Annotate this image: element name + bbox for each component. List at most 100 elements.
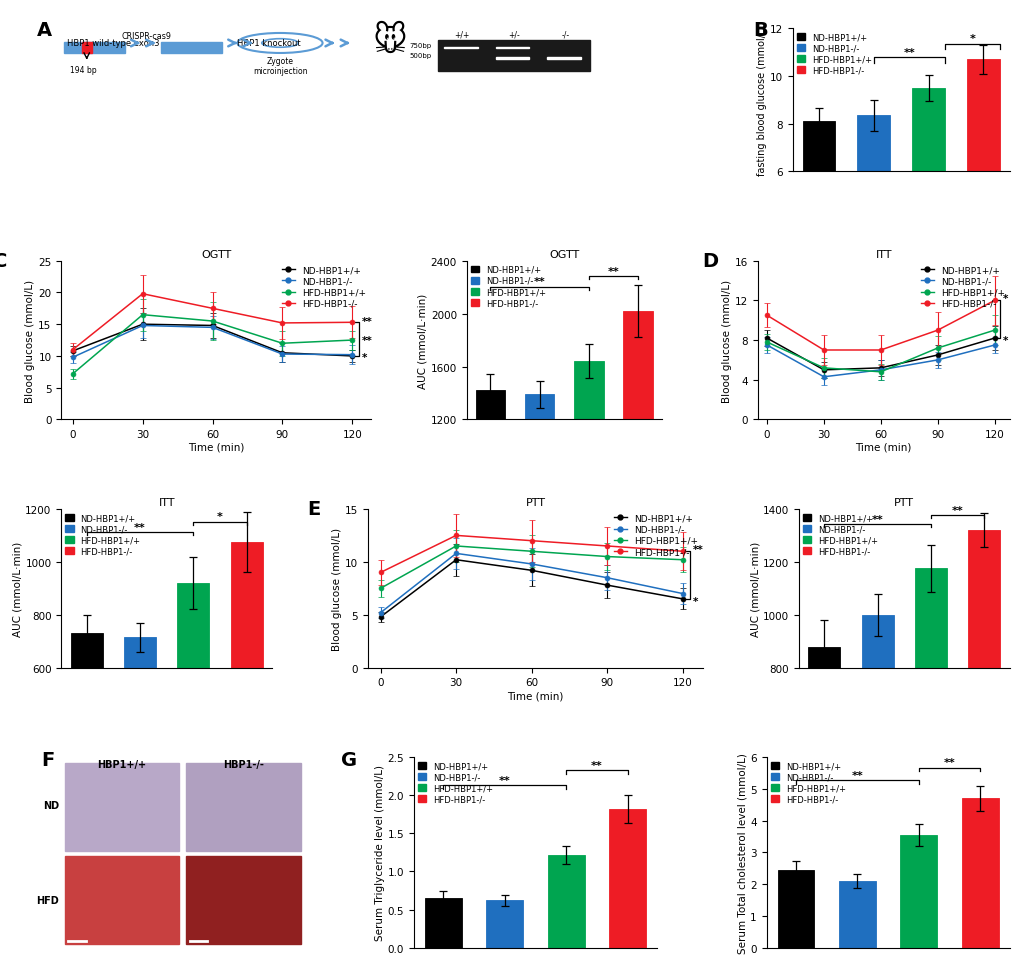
Text: **: ** [135, 523, 146, 532]
Text: *: * [969, 34, 974, 44]
Text: *: * [692, 596, 698, 607]
Text: 🐭: 🐭 [372, 24, 407, 58]
Text: 500bp: 500bp [410, 53, 431, 59]
Bar [961, 798, 998, 948]
Title: OGTT: OGTT [548, 249, 579, 259]
Legend: ND-HBP1+/+, ND-HBP1-/-, HFD-HBP1+/+, HFD-HBP1-/-: ND-HBP1+/+, ND-HBP1-/-, HFD-HBP1+/+, HFD… [418, 761, 492, 804]
Text: *: * [1002, 294, 1008, 304]
Legend: ND-HBP1+/+, ND-HBP1-/-, HFD-HBP1+/+, HFD-HBP1-/-: ND-HBP1+/+, ND-HBP1-/-, HFD-HBP1+/+, HFD… [471, 266, 545, 308]
Text: **: ** [871, 515, 882, 525]
Text: **: ** [590, 760, 602, 770]
Text: G: G [340, 749, 357, 769]
Text: **: ** [498, 775, 511, 786]
Bar [124, 638, 156, 827]
Text: E: E [308, 500, 321, 519]
X-axis label: Time (min): Time (min) [506, 691, 564, 701]
Bar [83, 43, 92, 48]
X-axis label: Time (min): Time (min) [187, 443, 244, 452]
Text: HFD: HFD [36, 895, 59, 905]
Text: *: * [361, 353, 367, 362]
Bar [547, 58, 580, 60]
Text: CRISPR-cas9: CRISPR-cas9 [121, 32, 171, 41]
Text: C: C [0, 252, 7, 271]
Bar [608, 809, 645, 948]
Y-axis label: AUC (mmol/L·min): AUC (mmol/L·min) [749, 541, 759, 636]
Bar [486, 901, 523, 948]
Title: PTT: PTT [894, 497, 913, 507]
Text: HBP1-/-: HBP1-/- [223, 759, 264, 769]
Bar [161, 43, 222, 48]
Bar [623, 312, 652, 578]
Text: D: D [701, 252, 717, 271]
Bar [65, 763, 179, 851]
Bar [967, 531, 1000, 879]
Bar [966, 61, 999, 315]
Text: **: ** [361, 336, 372, 346]
Y-axis label: fasting blood glucose (mmol/L): fasting blood glucose (mmol/L) [756, 25, 766, 176]
Bar [495, 58, 529, 60]
Y-axis label: AUC (mmol/L·min): AUC (mmol/L·min) [418, 293, 428, 388]
Y-axis label: AUC (mmol/L·min): AUC (mmol/L·min) [12, 541, 22, 636]
Bar [914, 569, 946, 879]
Bar [839, 881, 875, 948]
Bar [83, 49, 92, 54]
Text: F: F [42, 749, 55, 769]
Text: -/-: -/- [561, 31, 570, 40]
Bar [802, 122, 835, 315]
Bar [524, 395, 553, 578]
Text: **: ** [692, 544, 703, 555]
Bar [177, 583, 209, 827]
Bar [64, 49, 125, 54]
Text: Zygote
microinjection: Zygote microinjection [253, 57, 307, 76]
Legend: ND-HBP1+/+, ND-HBP1-/-, HFD-HBP1+/+, HFD-HBP1-/-: ND-HBP1+/+, ND-HBP1-/-, HFD-HBP1+/+, HFD… [770, 761, 845, 804]
Legend: ND-HBP1+/+, ND-HBP1-/-, HFD-HBP1+/+, HFD-HBP1-/-: ND-HBP1+/+, ND-HBP1-/-, HFD-HBP1+/+, HFD… [919, 266, 1005, 309]
Text: **: ** [607, 267, 619, 276]
Bar [776, 870, 814, 948]
Bar [495, 48, 529, 49]
Legend: ND-HBP1+/+, ND-HBP1-/-, HFD-HBP1+/+, HFD-HBP1-/-: ND-HBP1+/+, ND-HBP1-/-, HFD-HBP1+/+, HFD… [802, 514, 877, 556]
Y-axis label: Serum Triglyceride level (mmol/L): Serum Triglyceride level (mmol/L) [374, 765, 384, 941]
Bar [437, 41, 589, 72]
Text: 750bp: 750bp [410, 43, 431, 49]
Y-axis label: Serum Total cholesterol level (mmol/L): Serum Total cholesterol level (mmol/L) [737, 752, 747, 953]
Text: B: B [753, 21, 767, 40]
Text: **: ** [951, 505, 963, 515]
Text: **: ** [361, 317, 372, 326]
Y-axis label: Blood glucose (mmol/L): Blood glucose (mmol/L) [332, 528, 342, 651]
Text: **: ** [943, 757, 955, 768]
Bar [70, 634, 103, 827]
Text: +/-: +/- [507, 31, 520, 40]
Title: ITT: ITT [158, 497, 174, 507]
Legend: ND-HBP1+/+, ND-HBP1-/-, HFD-HBP1+/+, HFD-HBP1-/-: ND-HBP1+/+, ND-HBP1-/-, HFD-HBP1+/+, HFD… [796, 33, 871, 75]
Bar [230, 542, 262, 827]
Text: 194 bp: 194 bp [70, 66, 97, 75]
Title: OGTT: OGTT [201, 249, 231, 259]
X-axis label: Time (min): Time (min) [855, 443, 911, 452]
Text: *: * [1002, 336, 1008, 346]
Text: ND: ND [43, 800, 59, 810]
Bar [65, 857, 179, 944]
Bar [861, 616, 893, 879]
Bar [574, 361, 603, 578]
Text: HBP1 knockout: HBP1 knockout [237, 39, 301, 48]
Legend: ND-HBP1+/+, ND-HBP1-/-, HFD-HBP1+/+, HFD-HBP1-/-: ND-HBP1+/+, ND-HBP1-/-, HFD-HBP1+/+, HFD… [613, 514, 698, 557]
Text: +/+: +/+ [454, 31, 470, 40]
Text: HBP1 wild-type exon3: HBP1 wild-type exon3 [67, 39, 160, 48]
Bar [425, 898, 462, 948]
Text: **: ** [903, 48, 914, 58]
Legend: ND-HBP1+/+, ND-HBP1-/-, HFD-HBP1+/+, HFD-HBP1-/-: ND-HBP1+/+, ND-HBP1-/-, HFD-HBP1+/+, HFD… [281, 266, 366, 309]
Text: A: A [37, 21, 52, 40]
Title: ITT: ITT [874, 249, 891, 259]
Bar [161, 49, 222, 54]
Bar [186, 857, 301, 944]
Text: HBP1+/+: HBP1+/+ [98, 759, 147, 769]
Y-axis label: Blood glucose (mmol/L): Blood glucose (mmol/L) [721, 279, 731, 403]
Bar [475, 391, 504, 578]
Bar [911, 89, 945, 315]
Y-axis label: Blood glucose (mmol/L): Blood glucose (mmol/L) [25, 279, 36, 403]
Title: PTT: PTT [525, 497, 545, 507]
Bar [64, 43, 125, 48]
Text: **: ** [533, 277, 545, 287]
Bar [186, 763, 301, 851]
Bar [857, 116, 890, 315]
